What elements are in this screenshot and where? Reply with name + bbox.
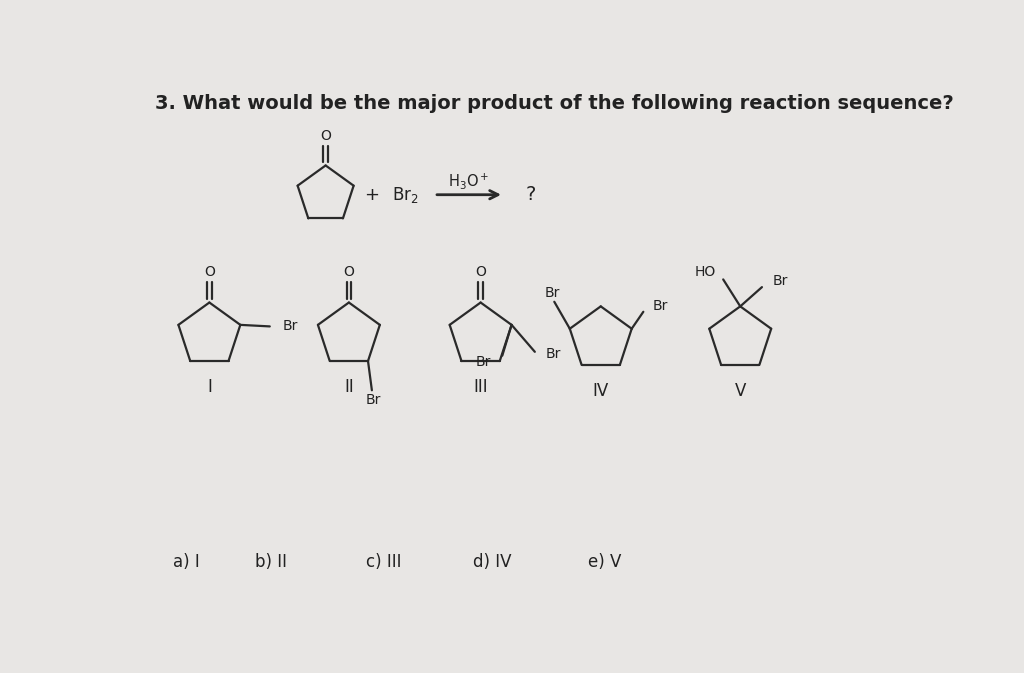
Text: Br$_2$: Br$_2$ <box>392 184 419 205</box>
Text: a) I: a) I <box>173 553 200 571</box>
Text: Br: Br <box>545 285 560 299</box>
Text: HO: HO <box>694 264 716 279</box>
Text: Br: Br <box>652 299 668 313</box>
Text: O: O <box>343 264 354 279</box>
Text: Br: Br <box>773 274 788 288</box>
Text: H$_3$O$^+$: H$_3$O$^+$ <box>449 171 489 191</box>
Text: c) III: c) III <box>366 553 401 571</box>
Text: O: O <box>204 264 215 279</box>
Text: b) II: b) II <box>255 553 288 571</box>
Text: d) IV: d) IV <box>473 553 512 571</box>
Text: O: O <box>321 129 331 143</box>
Text: 3. What would be the major product of the following reaction sequence?: 3. What would be the major product of th… <box>155 94 954 113</box>
Text: I: I <box>207 378 212 396</box>
Text: Br: Br <box>476 355 492 369</box>
Text: Br: Br <box>366 392 381 406</box>
Text: +: + <box>365 186 380 204</box>
Text: IV: IV <box>593 382 609 400</box>
Text: II: II <box>344 378 353 396</box>
Text: ?: ? <box>525 185 537 204</box>
Text: V: V <box>734 382 745 400</box>
Text: Br: Br <box>283 320 298 333</box>
Text: e) V: e) V <box>588 553 622 571</box>
Text: Br: Br <box>546 347 561 361</box>
Text: III: III <box>473 378 488 396</box>
Text: O: O <box>475 264 486 279</box>
